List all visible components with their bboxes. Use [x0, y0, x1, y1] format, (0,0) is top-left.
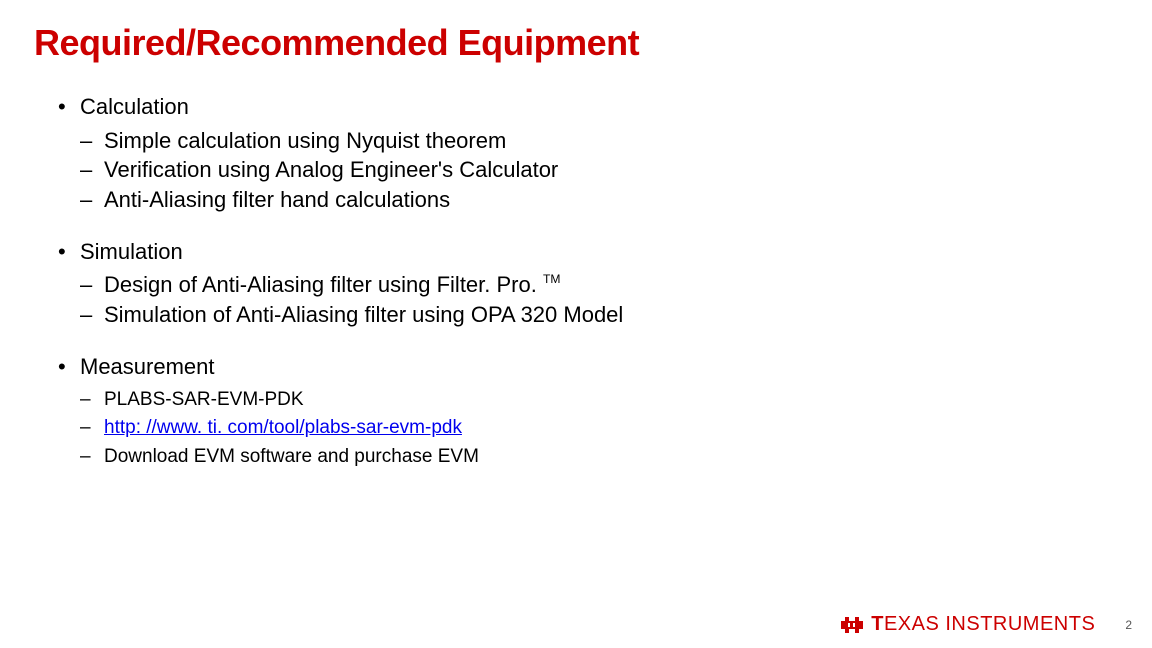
sub-item-text: Design of Anti-Aliasing filter using Fil…: [104, 272, 543, 297]
bullet-simulation: Simulation: [58, 237, 1118, 267]
sub-item: Anti-Aliasing filter hand calculations: [80, 185, 1118, 215]
sublist-calculation: Simple calculation using Nyquist theorem…: [58, 126, 1118, 215]
sublist-measurement: PLABS-SAR-EVM-PDK http: //www. ti. com/t…: [58, 386, 1118, 472]
sub-item: Simple calculation using Nyquist theorem: [80, 126, 1118, 156]
slide-content: Calculation Simple calculation using Nyq…: [34, 92, 1118, 471]
logo-exas: EXAS: [884, 613, 945, 635]
bullet-calculation: Calculation: [58, 92, 1118, 122]
logo-t: T: [871, 613, 884, 635]
sub-item: PLABS-SAR-EVM-PDK: [80, 386, 1118, 415]
url-link[interactable]: http: //www. ti. com/tool/plabs-sar-evm-…: [104, 417, 462, 438]
sub-item: Simulation of Anti-Aliasing filter using…: [80, 300, 1118, 330]
page-number: 2: [1125, 618, 1132, 632]
sub-item: Design of Anti-Aliasing filter using Fil…: [80, 270, 1118, 300]
bullet-measurement: Measurement: [58, 352, 1118, 382]
sub-item: Download EVM software and purchase EVM: [80, 443, 1118, 472]
sub-item: Verification using Analog Engineer's Cal…: [80, 155, 1118, 185]
section-simulation: Simulation Design of Anti-Aliasing filte…: [58, 237, 1118, 330]
logo-instruments: INSTRUMENTS: [945, 613, 1095, 635]
sublist-simulation: Design of Anti-Aliasing filter using Fil…: [58, 270, 1118, 329]
ti-logo-text: TEXAS INSTRUMENTS: [871, 613, 1095, 636]
trademark: TM: [543, 272, 560, 286]
slide-container: Required/Recommended Equipment Calculati…: [0, 0, 1152, 648]
ti-logo: TEXAS INSTRUMENTS: [839, 613, 1095, 636]
sub-item-link: http: //www. ti. com/tool/plabs-sar-evm-…: [80, 414, 1118, 443]
section-calculation: Calculation Simple calculation using Nyq…: [58, 92, 1118, 215]
slide-footer: TEXAS INSTRUMENTS 2: [20, 613, 1132, 636]
slide-title: Required/Recommended Equipment: [34, 22, 1118, 64]
section-measurement: Measurement PLABS-SAR-EVM-PDK http: //ww…: [58, 352, 1118, 471]
ti-chip-icon: [839, 615, 865, 635]
